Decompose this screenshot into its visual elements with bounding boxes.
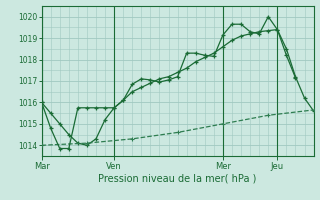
X-axis label: Pression niveau de la mer( hPa ): Pression niveau de la mer( hPa ) bbox=[99, 173, 257, 183]
